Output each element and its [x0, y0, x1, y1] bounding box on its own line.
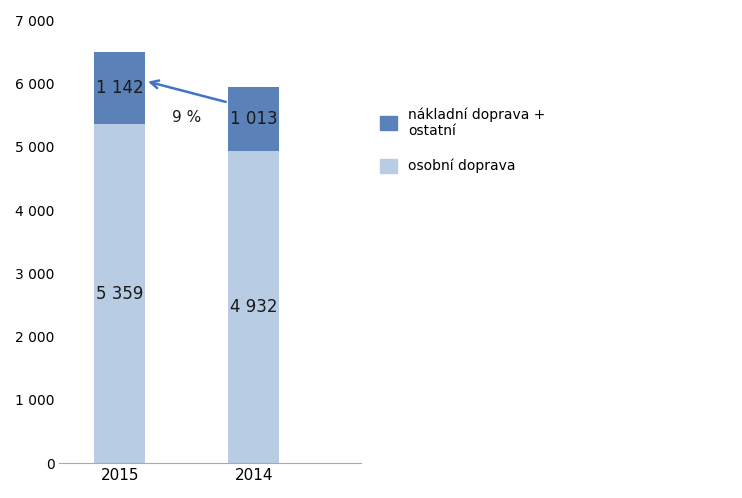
Text: 5 359: 5 359: [96, 285, 143, 303]
Bar: [94, 52, 145, 124]
Text: 1 013: 1 013: [230, 110, 278, 128]
Text: 9 %: 9 %: [172, 110, 201, 124]
Text: 4 932: 4 932: [230, 298, 278, 316]
Bar: [229, 151, 280, 463]
Bar: [94, 124, 145, 463]
Text: 1 142: 1 142: [96, 79, 143, 97]
Bar: [229, 87, 280, 151]
Legend: nákladní doprava +
ostatní, osobní doprava: nákladní doprava + ostatní, osobní dopra…: [380, 107, 545, 173]
